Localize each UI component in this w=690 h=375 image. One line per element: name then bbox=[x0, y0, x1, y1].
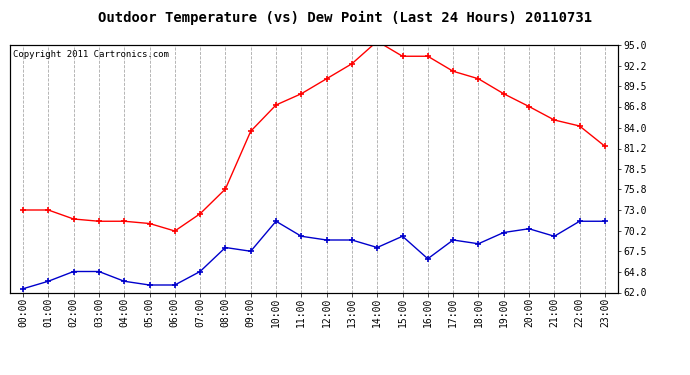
Text: Copyright 2011 Cartronics.com: Copyright 2011 Cartronics.com bbox=[13, 50, 169, 59]
Text: Outdoor Temperature (vs) Dew Point (Last 24 Hours) 20110731: Outdoor Temperature (vs) Dew Point (Last… bbox=[98, 11, 592, 26]
